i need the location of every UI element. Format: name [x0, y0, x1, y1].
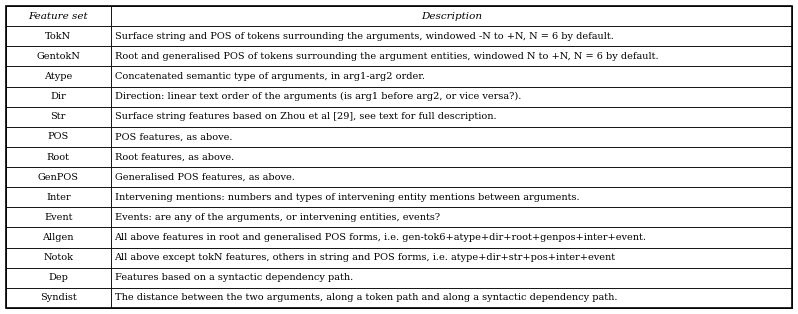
Text: Concatenated semantic type of arguments, in arg1-arg2 order.: Concatenated semantic type of arguments,…	[115, 72, 425, 81]
Bar	[111, 26, 792, 46]
Text: Allgen: Allgen	[42, 233, 74, 242]
Bar	[111, 268, 792, 288]
Text: All above except tokN features, others in string and POS forms, i.e. atype+dir+s: All above except tokN features, others i…	[115, 253, 616, 262]
Text: Str: Str	[50, 112, 66, 121]
Bar	[6, 167, 111, 187]
Text: Atype: Atype	[44, 72, 73, 81]
Bar	[111, 127, 792, 147]
Text: Features based on a syntactic dependency path.: Features based on a syntactic dependency…	[115, 273, 353, 282]
Bar	[111, 187, 792, 207]
Text: Intervening mentions: numbers and types of intervening entity mentions between a: Intervening mentions: numbers and types …	[115, 193, 579, 202]
Bar	[6, 288, 111, 308]
Text: Root and generalised POS of tokens surrounding the argument entities, windowed N: Root and generalised POS of tokens surro…	[115, 52, 658, 61]
Text: Root features, as above.: Root features, as above.	[115, 153, 234, 161]
Bar	[6, 46, 111, 66]
Bar	[6, 187, 111, 207]
Bar	[111, 87, 792, 107]
Bar	[111, 288, 792, 308]
Text: All above features in root and generalised POS forms, i.e. gen-tok6+atype+dir+ro: All above features in root and generalis…	[115, 233, 646, 242]
Bar	[6, 107, 111, 127]
Text: Inter: Inter	[46, 193, 70, 202]
Bar	[111, 248, 792, 268]
Text: Dep: Dep	[49, 273, 68, 282]
Bar	[111, 167, 792, 187]
Bar	[6, 207, 111, 227]
Bar	[6, 6, 111, 26]
Bar	[111, 6, 792, 26]
Text: Generalised POS features, as above.: Generalised POS features, as above.	[115, 173, 294, 181]
Text: TokN: TokN	[45, 32, 71, 41]
Bar	[111, 107, 792, 127]
Text: POS: POS	[48, 133, 69, 141]
Text: Root: Root	[47, 153, 69, 161]
Bar	[6, 147, 111, 167]
Text: The distance between the two arguments, along a token path and along a syntactic: The distance between the two arguments, …	[115, 294, 617, 302]
Text: GentokN: GentokN	[37, 52, 81, 61]
Text: Description: Description	[421, 12, 482, 20]
Bar	[111, 147, 792, 167]
Text: GenPOS: GenPOS	[38, 173, 79, 181]
Text: Direction: linear text order of the arguments (is arg1 before arg2, or vice vers: Direction: linear text order of the argu…	[115, 92, 521, 101]
Bar	[6, 127, 111, 147]
Bar	[6, 66, 111, 87]
Bar	[6, 26, 111, 46]
Bar	[111, 66, 792, 87]
Text: Event: Event	[44, 213, 73, 222]
Bar	[6, 268, 111, 288]
Text: Surface string and POS of tokens surrounding the arguments, windowed -N to +N, N: Surface string and POS of tokens surroun…	[115, 32, 614, 41]
Text: Surface string features based on Zhou et al [29], see text for full description.: Surface string features based on Zhou et…	[115, 112, 496, 121]
Text: Syndist: Syndist	[40, 294, 77, 302]
Text: Notok: Notok	[43, 253, 73, 262]
Bar	[6, 87, 111, 107]
Text: Events: are any of the arguments, or intervening entities, events?: Events: are any of the arguments, or int…	[115, 213, 440, 222]
Bar	[111, 227, 792, 248]
Text: Feature set: Feature set	[29, 12, 88, 20]
Text: POS features, as above.: POS features, as above.	[115, 133, 232, 141]
Bar	[111, 207, 792, 227]
Bar	[111, 46, 792, 66]
Bar	[6, 227, 111, 248]
Text: Dir: Dir	[50, 92, 66, 101]
Bar	[6, 248, 111, 268]
